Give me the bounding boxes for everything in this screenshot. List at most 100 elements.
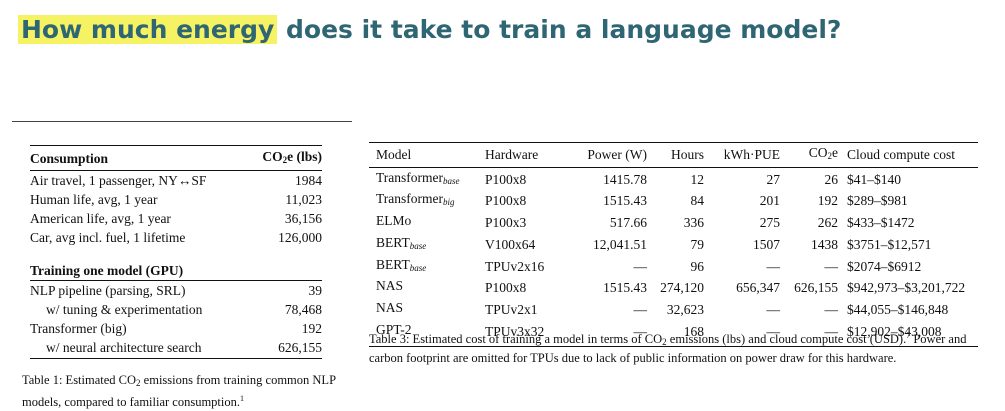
table3-caption-suffix: Power and carbon footprint are omitted f… [369,332,967,365]
hours-cell: 32,623 [666,301,704,317]
table3-caption-prefix: Table 3: Estimated cost of training a mo… [369,332,663,346]
table1-caption-footnote[interactable]: 1 [240,394,245,403]
hours-cell: 336 [683,215,704,231]
cost-cell: $44,055–$146,848 [847,301,949,317]
power-cell: — [633,258,648,274]
row-label: NLP pipeline (parsing, SRL) [30,283,186,298]
row-label: American life, avg, 1 year [30,211,171,226]
model-name: GPT-2 [376,321,412,337]
model-subscript: base [443,175,460,186]
title-rest: does it take to train a language model? [277,15,842,44]
model-cell: ELMo [369,212,478,234]
table1-caption-prefix: Table 1: Estimated CO [22,373,137,387]
hours-cell: 168 [683,323,704,339]
table-row: American life, avg, 1 year 36,156 [30,209,322,228]
power-cell: 1515.43 [603,193,647,209]
table3-header-co2-sub: 2 [827,151,833,161]
table3-header-co2-prefix: CO [808,145,828,160]
co2-cell: 1438 [811,236,838,252]
kwh-cell: 27 [766,171,781,187]
hours-cell: 274,120 [660,280,704,296]
hardware-cell: P100x8 [485,171,527,187]
row-value: 126,000 [278,230,322,245]
kwh-cell: — [766,258,781,274]
cost-cell: $289–$981 [847,193,908,209]
row-label: w/ neural architecture search [30,338,249,359]
table3-header-power: Power (W) [559,142,647,168]
table-row: NLP pipeline (parsing, SRL) 39 [30,281,322,301]
model-cell: GPT-2 [369,321,478,347]
table-row: Transformer (big) 192 [30,319,322,338]
row-label: w/ tuning & experimentation [46,302,203,317]
power-cell: 1415.78 [603,171,647,187]
model-cell: NAS [369,277,478,299]
cost-cell: $3751–$12,571 [847,236,932,252]
hours-cell: 96 [690,258,705,274]
table-row: Transformerbase P100x8 1415.78 12 27 26 … [369,167,978,190]
cost-cell: $2074–$6912 [847,258,922,274]
cost-cell: $942,973–$3,201,722 [847,280,966,296]
power-cell: 517.66 [609,215,647,231]
hours-cell: 12 [690,171,705,187]
table1-header-co2-suffix: e (lbs) [287,149,322,164]
table3-header-hours: Hours [647,142,704,168]
table1-caption-suffix: emissions from training common NLP model… [22,373,336,409]
hardware-cell: P100x8 [485,280,527,296]
table-row: BERTbase V100x64 12,041.51 79 1507 1438 … [369,234,978,256]
row-label: Car, avg incl. fuel, 1 lifetime [30,230,186,245]
power-cell: 1515.43 [603,280,647,296]
hardware-cell: TPUv2x1 [485,301,538,317]
cost-cell: $433–$1472 [847,215,915,231]
hours-cell: 79 [690,236,705,252]
model-cell: Transformerbase [369,167,478,190]
table1-caption-sub: 2 [136,378,141,388]
model-name: NAS [376,278,404,294]
table3-header-kwh: kWh·PUE [704,142,780,168]
table3-caption-sub: 2 [662,337,667,347]
row-label: Air travel, 1 passenger, NY↔SF [30,173,207,188]
slide-title: How much energy does it take to train a … [18,10,842,50]
table-row: Human life, avg, 1 year 11,023 [30,190,322,209]
table3-caption-footnote[interactable]: 7 [906,331,911,340]
table3-header-row: Model Hardware Power (W) Hours kWh·PUE C… [369,142,978,168]
power-cell: 12,041.51 [593,236,647,252]
table-row: w/ neural architecture search 626,155 [30,338,322,359]
kwh-cell: — [766,323,781,339]
co2-cell: 262 [817,215,838,231]
table1-header-co2-prefix: CO [262,149,283,164]
table-row: Car, avg incl. fuel, 1 lifetime 126,000 [30,228,322,247]
model-cell: BERTbase [369,256,478,278]
co2-cell: — [824,323,839,339]
row-value: 78,468 [284,302,322,317]
kwh-cell: 656,347 [736,280,780,296]
kwh-cell: — [766,301,781,317]
hardware-cell: P100x3 [485,215,527,231]
power-cell: — [633,323,648,339]
table-row: NAS TPUv2x1 — 32,623 — — $44,055–$146,84… [369,299,978,321]
model-name: BERT [376,256,410,272]
model-cell: Transformerbig [369,190,478,212]
kwh-cell: 1507 [753,236,780,252]
table-row: Air travel, 1 passenger, NY↔SF 1984 [30,171,322,191]
cost-cell: $41–$140 [847,171,901,187]
model-subscript: base [409,240,427,251]
row-value: 1984 [295,173,322,188]
table3-header-hardware: Hardware [478,142,559,168]
table-row: ELMo P100x3 517.66 336 275 262 $433–$147… [369,212,978,234]
table1-header-co2-sub: 2 [282,155,288,165]
row-label: Transformer (big) [30,321,127,336]
table-row: Transformerbig P100x8 1515.43 84 201 192… [369,190,978,212]
hardware-cell: TPUv3x32 [485,323,545,339]
model-name: ELMo [376,213,412,229]
co2-cell: 26 [824,171,839,187]
table-row: GPT-2 TPUv3x32 — 168 — — $12,902–$43,008 [369,321,978,347]
table3-caption: Table 3: Estimated cost of training a mo… [369,328,981,366]
model-name: NAS [376,299,404,315]
table3-header-model: Model [369,142,478,168]
kwh-cell: 201 [759,193,780,209]
model-name: Transformer [376,169,443,185]
row-value: 11,023 [285,192,322,207]
table3-header-cost: Cloud compute cost [840,142,978,168]
co2-cell: 192 [817,193,838,209]
kwh-cell: 275 [759,215,780,231]
